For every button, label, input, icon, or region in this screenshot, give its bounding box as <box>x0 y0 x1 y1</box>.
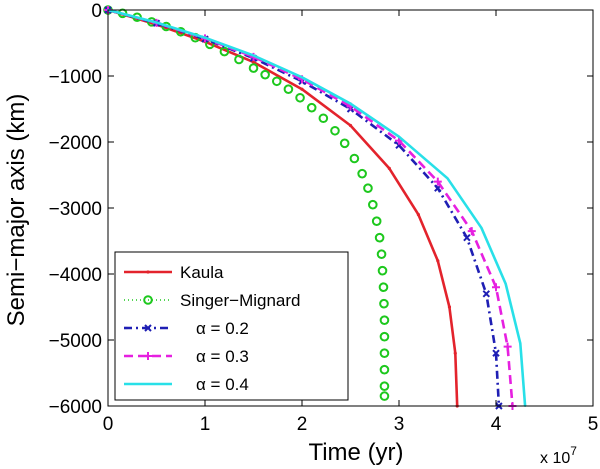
series-1-point <box>447 305 452 309</box>
legend-item-1-label: Kaula <box>180 263 224 282</box>
legend-item-1: Kaula <box>124 263 224 282</box>
x-tick-label: 0 <box>103 414 114 435</box>
series-2-point <box>248 63 259 73</box>
series-3-point <box>463 233 471 242</box>
series-5-point <box>398 135 400 138</box>
series-2-point <box>379 348 390 359</box>
legend-item-2-label: Singer−Mignard <box>180 291 301 310</box>
series-2-point <box>363 183 373 193</box>
legend-item-2-point <box>143 295 153 305</box>
series-2-point <box>371 216 382 226</box>
legend-item-3-point <box>144 324 152 332</box>
series-2-point <box>357 168 367 179</box>
series-4-point <box>433 177 442 186</box>
series-2-point <box>379 315 390 326</box>
legend-item-1-point <box>146 270 150 274</box>
series-2-point <box>378 282 389 293</box>
series-5-point <box>252 54 255 57</box>
series-2-point <box>330 125 340 136</box>
x-axis-label: Time (yr) <box>308 439 403 466</box>
series-2-point <box>377 265 388 276</box>
series-1-point <box>300 87 304 91</box>
legend-item-4-point <box>144 352 152 360</box>
series-5-point <box>519 342 522 345</box>
series-1-line <box>107 8 459 407</box>
series-4-point <box>467 227 476 236</box>
legend-box <box>114 251 349 401</box>
series-1-point <box>436 259 440 263</box>
series-1-point <box>387 166 391 170</box>
series-2-point <box>283 84 294 94</box>
y-tick-label: −2000 <box>49 133 102 154</box>
series-2-point <box>374 232 385 243</box>
y-tick-label: 0 <box>91 1 102 22</box>
series-2-point <box>379 331 390 342</box>
x-tick-label: 2 <box>297 414 308 435</box>
x-multiplier-base: x 10 <box>540 450 570 467</box>
x-tick-label: 3 <box>394 414 405 435</box>
series-5-line <box>107 8 527 407</box>
series-2-point <box>339 138 350 149</box>
legend-item-5-label: α = 0.4 <box>196 375 249 394</box>
y-tick-label: −4000 <box>49 265 102 286</box>
series-3-point <box>492 349 500 357</box>
series-5-point <box>155 21 158 24</box>
x-tick-label: 4 <box>491 414 502 435</box>
legend-item-5-point <box>147 383 149 385</box>
series-1-point <box>453 351 457 355</box>
series-2-point <box>379 391 390 401</box>
y-tick-label: −6000 <box>49 397 102 418</box>
series-2-point <box>295 92 305 103</box>
x-multiplier-label: x 107 <box>540 444 577 467</box>
series-5-point <box>301 76 303 79</box>
legend-item-3: α = 0.2 <box>124 319 249 338</box>
series-2-point <box>376 249 387 259</box>
series-2-point <box>379 381 390 392</box>
series-2-point <box>234 54 244 65</box>
series-4-point <box>492 283 500 292</box>
legend-item-4-label: α = 0.3 <box>196 347 249 366</box>
x-tick-label: 5 <box>588 414 599 435</box>
series-5-point <box>480 226 483 229</box>
series-5-point <box>204 36 206 39</box>
series-5-point <box>349 102 352 105</box>
series-4-point <box>503 342 512 351</box>
series-2-point <box>349 153 360 164</box>
series-2-point <box>379 298 389 309</box>
y-axis-label: Semi−major axis (km) <box>3 94 30 327</box>
series-1-point <box>416 213 420 217</box>
series-5-point <box>504 282 507 285</box>
series-2-point <box>260 69 270 80</box>
series-2-point <box>271 76 282 87</box>
x-tick-label: 1 <box>200 414 211 435</box>
legend-item-5: α = 0.4 <box>124 375 249 394</box>
legend-item-2: Singer−Mignard <box>124 291 301 310</box>
series-1-point <box>251 60 256 64</box>
legend-item-4: α = 0.3 <box>124 347 249 366</box>
legend-item-3-label: α = 0.2 <box>196 319 249 338</box>
y-tick-label: −1000 <box>49 67 102 88</box>
series-5-point <box>446 177 449 180</box>
series-2-point <box>306 102 317 113</box>
series-2-point <box>318 113 329 124</box>
x-multiplier-exponent: 7 <box>570 444 577 458</box>
legend: Kaula Singer−Mignard α = 0.2 α = 0.3 α = 0.4 <box>114 251 349 401</box>
series-2-point <box>379 364 390 375</box>
y-tick-label: −5000 <box>49 331 102 352</box>
y-tick-label: −3000 <box>49 199 102 220</box>
axis-ticks: 0 1 2 3 4 5 0 −1000 −2000 −3000 −4000 −5000 −6000 <box>49 1 599 435</box>
series-2-point <box>368 199 378 210</box>
series-1-point <box>348 123 353 128</box>
series-2-point <box>219 46 230 57</box>
series-3-point <box>482 290 491 298</box>
